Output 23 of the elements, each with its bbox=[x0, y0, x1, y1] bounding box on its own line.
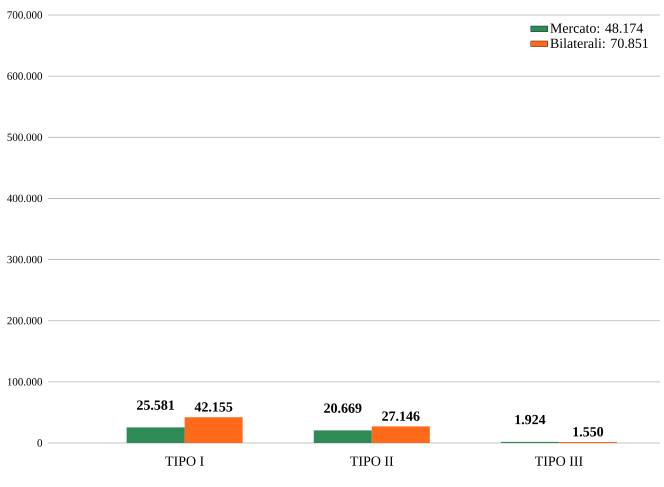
y-tick-label: 100.000 bbox=[8, 378, 42, 386]
y-tick-label: 600.000 bbox=[7, 72, 42, 80]
legend-label: Bilaterali: 70.851 bbox=[550, 38, 648, 48]
bar bbox=[314, 430, 372, 443]
x-tick-label: TIPO II bbox=[350, 456, 394, 466]
data-label: 25.581 bbox=[137, 400, 174, 410]
data-label: 1.550 bbox=[573, 427, 604, 437]
x-tick-label: TIPO III bbox=[534, 456, 583, 466]
legend-label: Mercato: 48.174 bbox=[550, 23, 644, 33]
bar bbox=[184, 417, 243, 443]
x-tick-label: TIPO I bbox=[165, 456, 204, 466]
data-label: 27.146 bbox=[382, 411, 420, 421]
y-tick-label: 500.000 bbox=[8, 134, 42, 142]
data-label: 20.669 bbox=[324, 403, 362, 413]
y-tick-label: 300.000 bbox=[7, 256, 42, 264]
y-tick-label: 0 bbox=[37, 439, 42, 447]
y-tick-label: 200.000 bbox=[7, 317, 42, 324]
bar bbox=[126, 427, 185, 443]
data-label: 42.155 bbox=[194, 402, 232, 412]
y-tick-label: 700.000 bbox=[8, 11, 42, 19]
y-tick-label: 400.000 bbox=[7, 194, 42, 202]
data-label: 1.924 bbox=[515, 414, 546, 424]
bar bbox=[372, 426, 430, 443]
